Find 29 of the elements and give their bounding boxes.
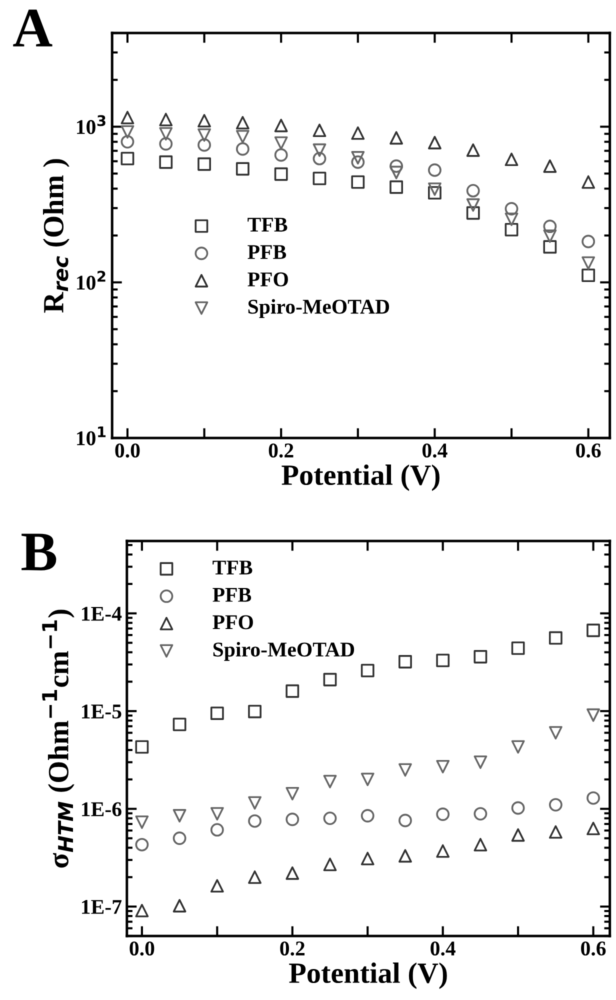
y-axis-title: σ$_{HTM}$ (Ohm$^{−1}$cm$^{−1}$) (42, 610, 74, 868)
y-tick-label: 1E-5 (82, 704, 122, 719)
y-tick-label: 1E-6 (82, 802, 122, 816)
x-tick-label: 0.4 (430, 941, 456, 956)
legend-label: TFB (248, 218, 288, 232)
y-tick-label: 1E-4 (82, 606, 122, 621)
x-tick-label: 0.0 (130, 941, 154, 956)
x-tick-label: 0.4 (422, 443, 448, 458)
legend-label: PFB (248, 245, 286, 259)
legend-label: Spiro-MeOTAD (248, 299, 390, 318)
x-tick-label: 0.2 (280, 941, 305, 956)
y-axis-title: R$_{rec}$ (Ohm ) (42, 159, 70, 313)
legend-label: PFO (212, 615, 253, 630)
y-tick-label: 10$^{2}$ (77, 270, 106, 290)
y-tick-label: 1E-7 (82, 900, 122, 914)
y-tick-label: 10$^{1}$ (77, 426, 106, 446)
chart-title: B (22, 534, 56, 570)
legend-label: PFO (248, 272, 288, 286)
legend-label: PFB (212, 588, 252, 602)
x-tick-label: 0.2 (268, 443, 294, 458)
legend-label: Spiro-MeOTAD (213, 642, 354, 661)
x-tick-label: 0.6 (581, 941, 606, 956)
x-tick-label: 0.0 (115, 443, 140, 458)
legend-label: TFB (212, 560, 252, 574)
x-axis-title: Potential (V) (282, 464, 440, 491)
x-tick-label: 0.6 (576, 443, 601, 458)
x-axis-title: Potential (V) (289, 962, 447, 989)
chart-title: A (13, 10, 52, 46)
y-tick-label: 10$^{3}$ (77, 115, 106, 134)
